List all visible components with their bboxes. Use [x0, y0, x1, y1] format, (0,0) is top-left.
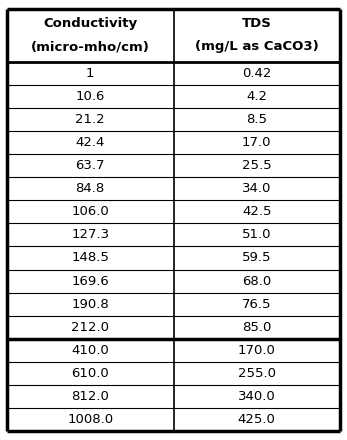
Text: 410.0: 410.0	[71, 344, 109, 357]
Text: 51.0: 51.0	[242, 228, 272, 242]
Text: 148.5: 148.5	[71, 251, 109, 264]
Text: 255.0: 255.0	[238, 367, 276, 380]
Text: 812.0: 812.0	[71, 390, 109, 403]
Text: 76.5: 76.5	[242, 297, 272, 311]
Text: 610.0: 610.0	[71, 367, 109, 380]
Text: 63.7: 63.7	[75, 159, 105, 172]
Text: 1: 1	[86, 66, 94, 80]
Text: 42.5: 42.5	[242, 205, 272, 218]
Text: 17.0: 17.0	[242, 136, 272, 149]
Text: Conductivity: Conductivity	[43, 17, 137, 30]
Text: 0.42: 0.42	[242, 66, 271, 80]
Text: 8.5: 8.5	[246, 113, 267, 126]
Text: 10.6: 10.6	[76, 90, 105, 103]
Text: 1008.0: 1008.0	[67, 413, 113, 426]
Text: 106.0: 106.0	[71, 205, 109, 218]
Text: (mg/L as CaCO3): (mg/L as CaCO3)	[195, 40, 319, 53]
Text: TDS: TDS	[242, 17, 272, 30]
Text: 42.4: 42.4	[76, 136, 105, 149]
Text: 34.0: 34.0	[242, 182, 271, 195]
Text: 84.8: 84.8	[76, 182, 105, 195]
Text: 190.8: 190.8	[71, 297, 109, 311]
Text: 25.5: 25.5	[242, 159, 272, 172]
Text: (micro-mho/cm): (micro-mho/cm)	[31, 40, 150, 53]
Text: 425.0: 425.0	[238, 413, 276, 426]
Text: 85.0: 85.0	[242, 321, 271, 334]
Text: 340.0: 340.0	[238, 390, 276, 403]
Text: 68.0: 68.0	[242, 275, 271, 288]
Text: 127.3: 127.3	[71, 228, 109, 242]
Text: 169.6: 169.6	[71, 275, 109, 288]
Text: 4.2: 4.2	[246, 90, 267, 103]
Text: 212.0: 212.0	[71, 321, 109, 334]
Text: 59.5: 59.5	[242, 251, 272, 264]
Text: 21.2: 21.2	[75, 113, 105, 126]
Text: 170.0: 170.0	[238, 344, 276, 357]
